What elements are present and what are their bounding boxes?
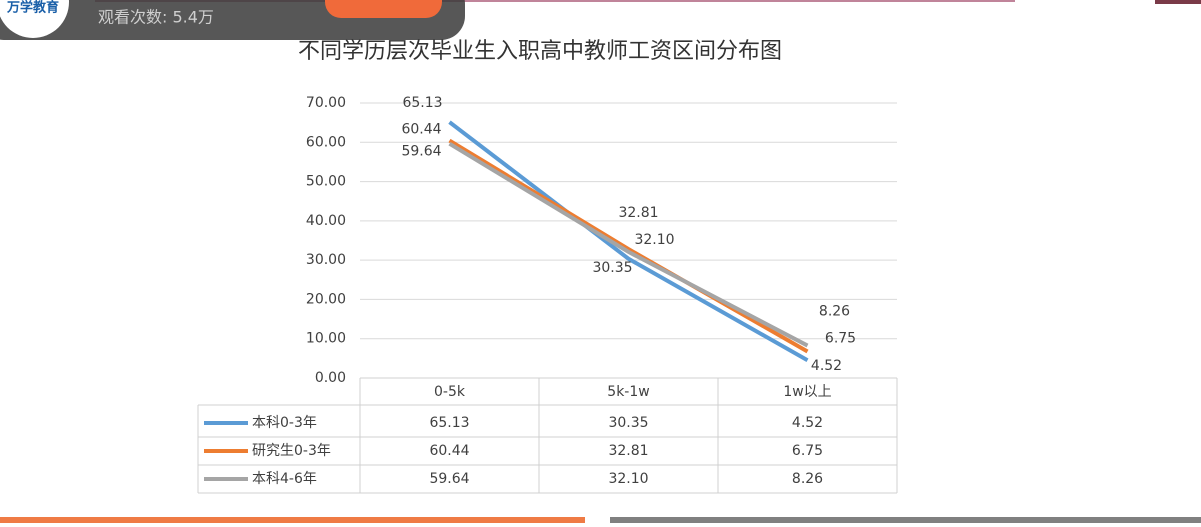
table-cell: 4.52 — [792, 415, 823, 431]
data-label: 60.44 — [401, 122, 441, 138]
y-tick-label: 60.00 — [306, 134, 346, 150]
table-cell: 65.13 — [429, 415, 469, 431]
x-tick-label: 5k-1w — [607, 384, 649, 400]
y-tick-label: 70.00 — [306, 95, 346, 111]
y-tick-label: 50.00 — [306, 174, 346, 190]
table-cell: 32.10 — [608, 471, 648, 487]
top-tab — [1155, 0, 1201, 4]
y-tick-label: 20.00 — [306, 291, 346, 307]
progress-track — [610, 517, 1201, 523]
data-label: 59.64 — [401, 144, 441, 160]
chart-title: 不同学历层次毕业生入职高中教师工资区间分布图 — [298, 39, 782, 64]
data-label: 65.13 — [402, 95, 442, 111]
view-count: 观看次数: 5.4万 — [98, 8, 214, 27]
series-line — [448, 120, 809, 362]
table-cell: 32.81 — [608, 443, 648, 459]
y-tick-label: 30.00 — [306, 252, 346, 268]
y-tick-label: 10.00 — [306, 331, 346, 347]
table-cell: 60.44 — [429, 443, 469, 459]
data-label: 8.26 — [819, 304, 850, 320]
series-line — [448, 141, 809, 348]
data-label: 32.81 — [618, 205, 658, 221]
table-cell: 59.64 — [429, 471, 469, 487]
logo-circle — [0, 0, 69, 38]
series-line — [448, 138, 809, 354]
legend-label: 本科0-3年 — [252, 415, 317, 431]
legend-label: 本科4-6年 — [252, 471, 317, 487]
y-tick-label: 40.00 — [306, 213, 346, 229]
progress-bar — [0, 517, 585, 523]
table-cell: 6.75 — [792, 443, 823, 459]
y-tick-label: 0.00 — [315, 370, 346, 386]
data-label: 6.75 — [825, 330, 856, 346]
button[interactable] — [325, 0, 442, 18]
table-cell: 8.26 — [792, 471, 823, 487]
legend-label: 研究生0-3年 — [252, 443, 331, 459]
x-tick-label: 0-5k — [434, 384, 466, 400]
data-label: 30.35 — [592, 260, 632, 276]
logo: 万学教育 — [6, 0, 59, 16]
data-label: 32.10 — [634, 232, 674, 248]
x-tick-label: 1w以上 — [783, 384, 831, 400]
data-label: 4.52 — [811, 358, 842, 374]
table-cell: 30.35 — [608, 415, 648, 431]
